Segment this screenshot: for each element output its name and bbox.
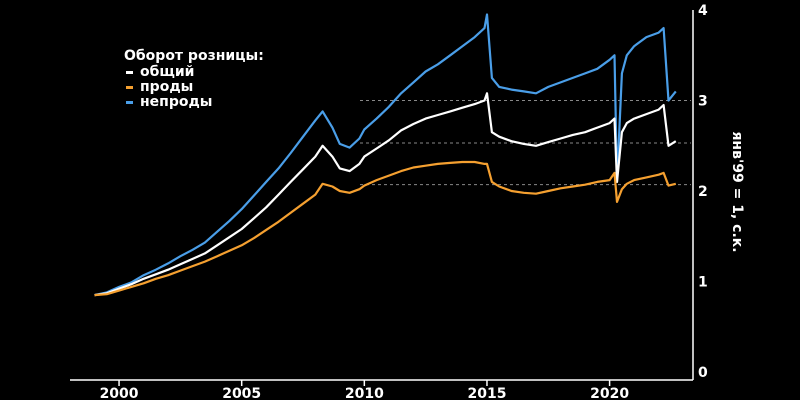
x-tick-label-2015: 2015 <box>467 386 506 400</box>
x-tick-label-2005: 2005 <box>222 386 261 400</box>
y-axis-label: янв'99 = 1, с.к. <box>729 131 745 252</box>
legend-label-2: непроды <box>140 94 212 110</box>
y-tick-label-2: 2 <box>698 184 708 200</box>
legend-title: Оборот розницы: <box>124 48 264 64</box>
legend-label-0: общий <box>140 64 195 80</box>
y-ticks: 0 1 2 3 4 <box>698 3 708 381</box>
legend-swatch-0 <box>126 71 133 74</box>
legend-swatch-2 <box>126 101 133 104</box>
y-tick-label-3: 3 <box>698 94 708 110</box>
series-line-2 <box>94 160 677 297</box>
x-tick-label-2010: 2010 <box>345 386 384 400</box>
series-line-1 <box>94 92 677 297</box>
x-tick-label-2020: 2020 <box>590 386 629 400</box>
x-ticks: 2000 2005 2010 2015 2020 <box>100 380 629 400</box>
y-tick-label-1: 1 <box>698 275 708 291</box>
series-line-0 <box>94 13 677 297</box>
legend-label-1: проды <box>140 79 193 95</box>
y-tick-label-4: 4 <box>698 3 708 19</box>
series-lines <box>94 13 677 297</box>
reference-lines <box>360 100 691 186</box>
y-tick-label-0: 0 <box>698 365 708 381</box>
legend-swatch-1 <box>126 86 133 89</box>
x-tick-label-2000: 2000 <box>100 386 139 400</box>
